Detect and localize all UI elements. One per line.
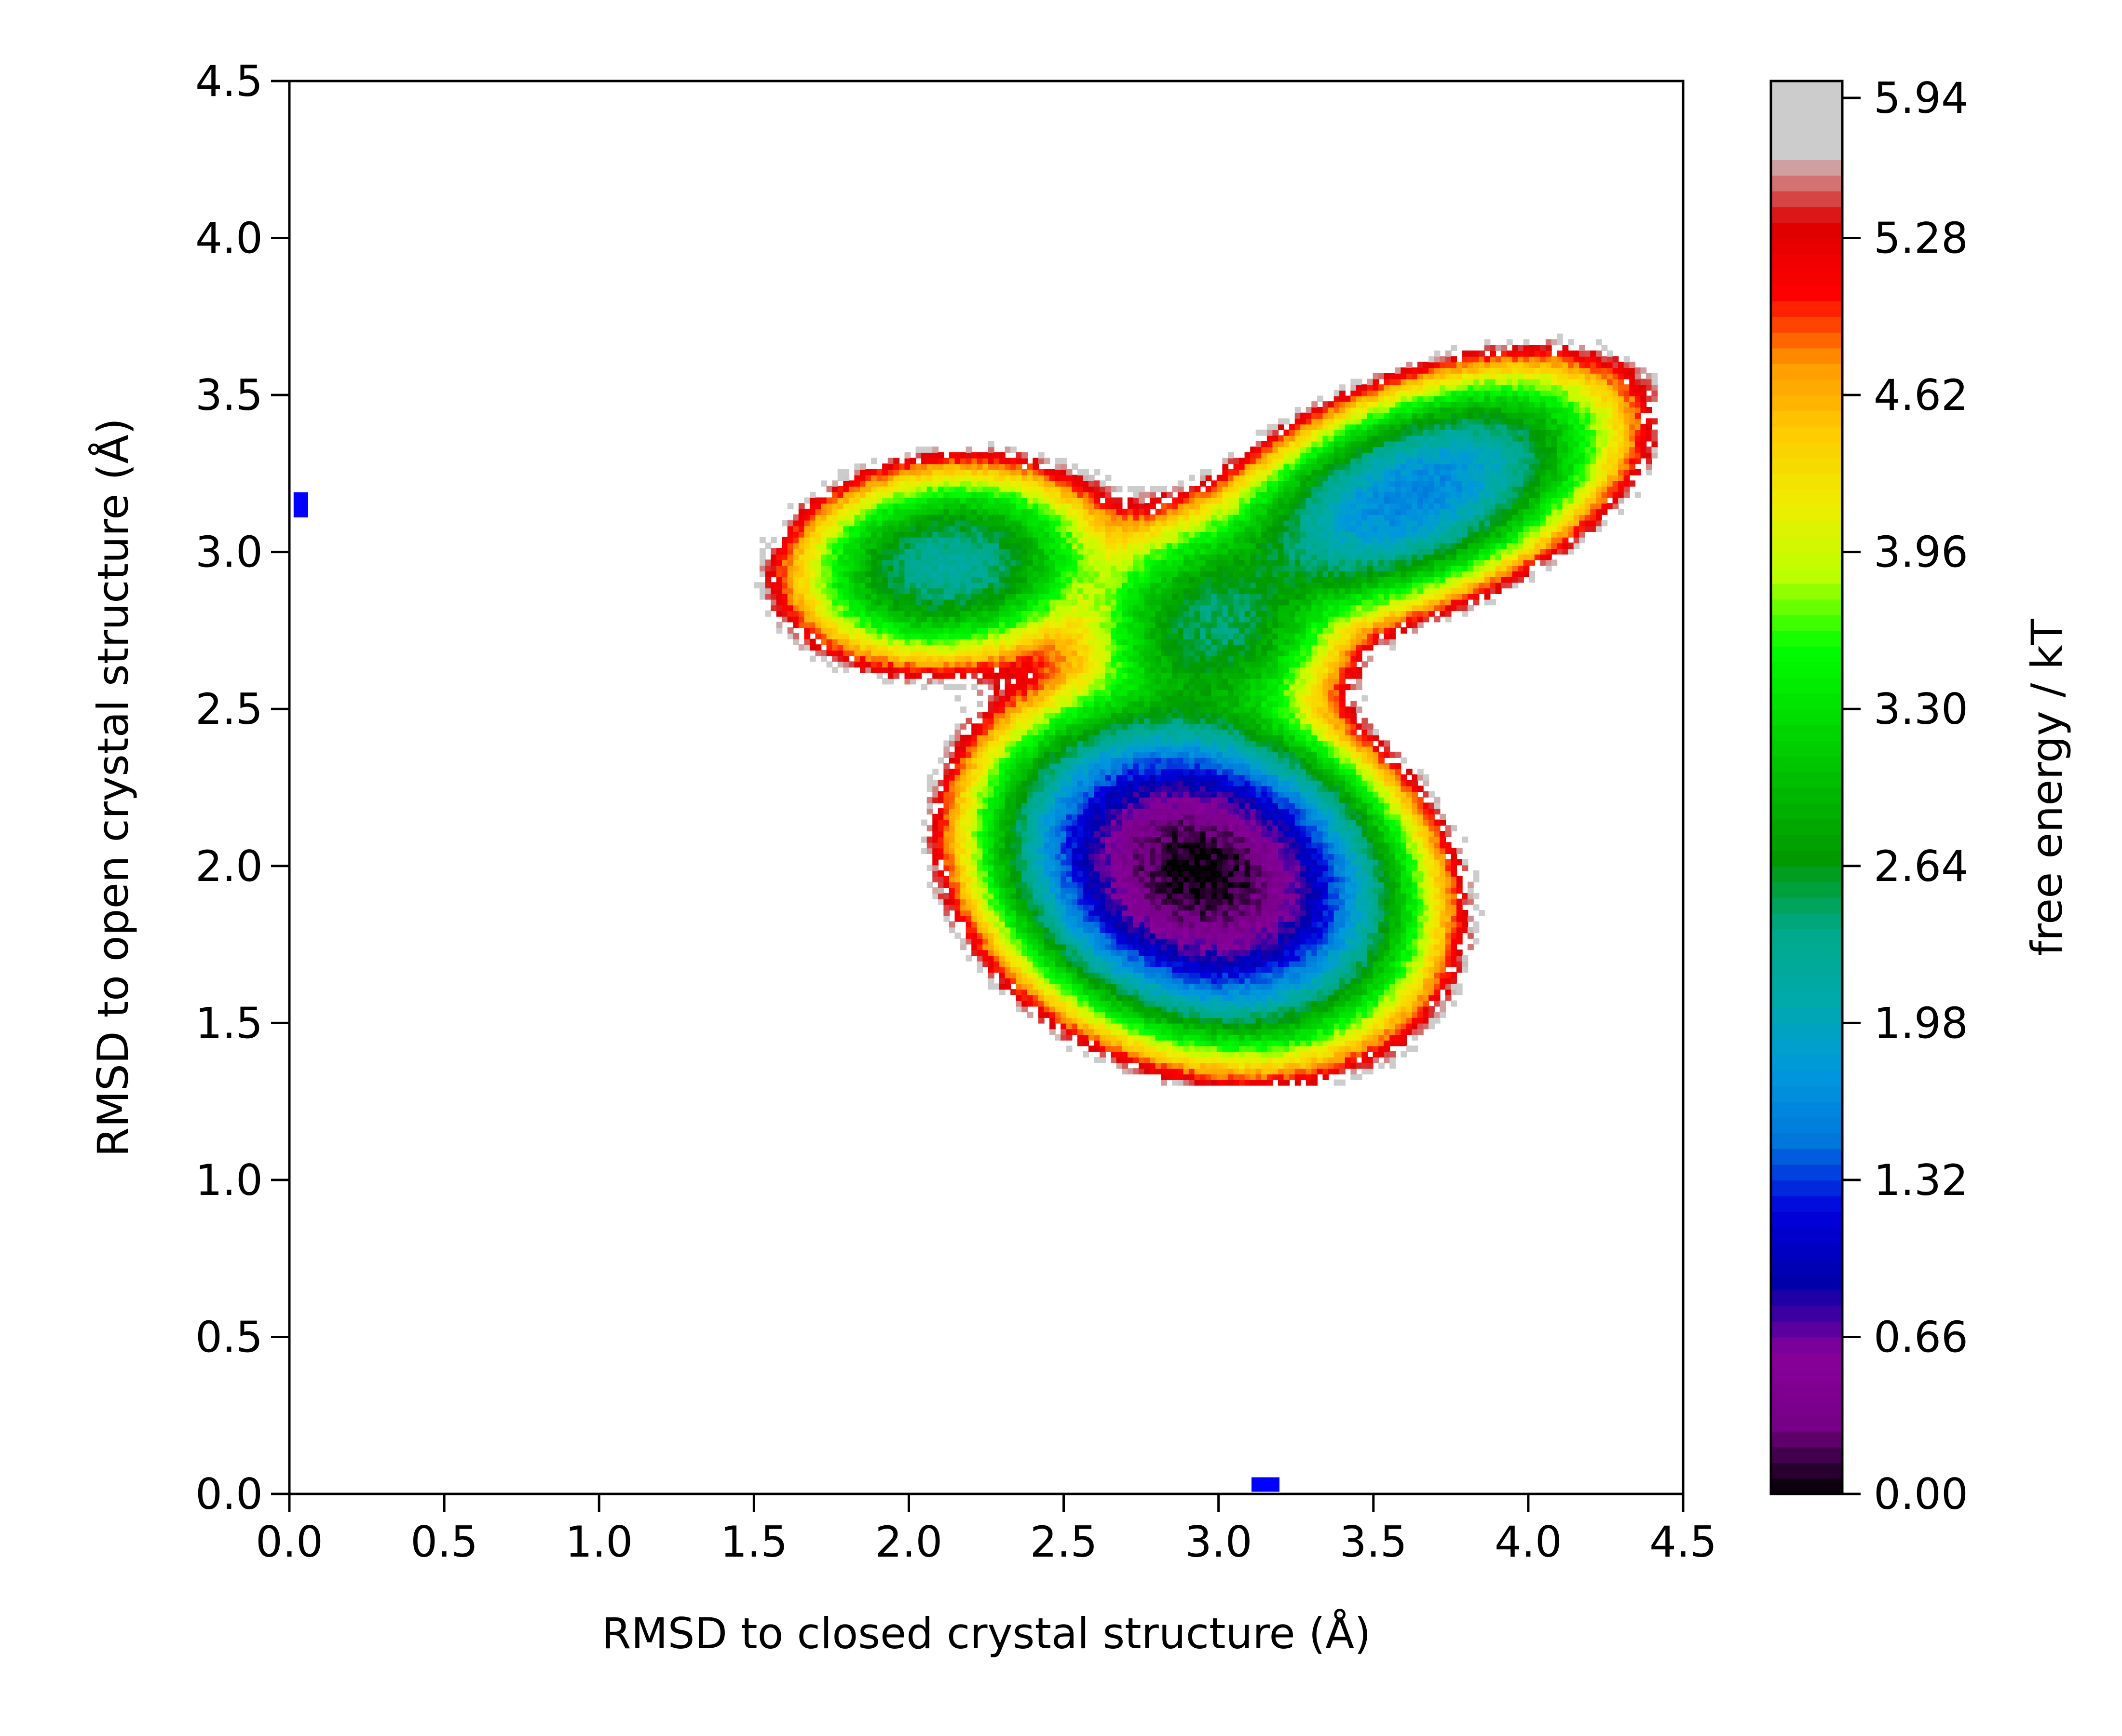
colorbar [1771, 81, 1842, 1494]
x-tick-label: 0.0 [256, 1517, 323, 1567]
heatmap-area [754, 333, 1658, 1086]
y-tick-label: 1.5 [195, 998, 263, 1048]
colorbar-tick-label: 3.96 [1874, 528, 1968, 577]
y-axis: 0.0 0.5 1.0 1.5 2.0 2.5 3.0 3.5 4.0 4.5 [195, 56, 289, 1519]
colorbar-tick-label: 0.66 [1874, 1312, 1968, 1362]
x-tick-label: 2.0 [875, 1517, 942, 1567]
x-tick-label: 1.5 [720, 1517, 788, 1567]
y-axis-label: RMSD to open crystal structure (Å) [88, 418, 138, 1157]
plot-frame [288, 80, 1685, 1495]
colorbar-ticks: 0.00 0.66 1.32 1.98 2.64 3.30 3.96 4.62 5.28 5.94 [1842, 73, 1968, 1519]
reference-marker [293, 492, 308, 517]
x-tick-label: 0.5 [410, 1517, 478, 1567]
y-tick-label: 3.5 [195, 370, 263, 420]
y-tick-label: 4.0 [195, 214, 263, 263]
colorbar-frame [1769, 80, 1844, 1495]
colorbar-tick-label: 4.62 [1874, 370, 1968, 420]
reference-markers [293, 492, 1279, 1492]
x-tick-label: 3.0 [1185, 1517, 1252, 1567]
y-tick-label: 2.5 [195, 684, 263, 734]
y-tick-label: 0.5 [195, 1312, 263, 1362]
x-axis-label: RMSD to closed crystal structure (Å) [602, 1609, 1371, 1658]
y-tick-label: 4.5 [195, 56, 263, 106]
x-tick-label: 1.0 [565, 1517, 633, 1567]
x-tick-label: 3.5 [1340, 1517, 1407, 1567]
colorbar-label: free energy / kT [2022, 619, 2072, 956]
x-axis: 0.0 0.5 1.0 1.5 2.0 2.5 3.0 3.5 4.0 4.5 [256, 1494, 1717, 1567]
colorbar-tick-label: 0.00 [1874, 1469, 1968, 1519]
x-tick-label: 2.5 [1030, 1517, 1098, 1567]
colorbar-tick-label: 2.64 [1874, 841, 1968, 891]
colorbar-tick-label: 3.30 [1874, 684, 1968, 734]
colorbar-tick-label: 5.28 [1874, 214, 1968, 263]
y-tick-label: 1.0 [195, 1155, 263, 1205]
x-tick-label: 4.5 [1649, 1517, 1717, 1567]
y-tick-label: 0.0 [195, 1469, 263, 1519]
reference-marker [1251, 1477, 1279, 1492]
colorbar-tick-label: 5.94 [1874, 73, 1968, 123]
y-tick-label: 3.0 [195, 528, 263, 577]
colorbar-tick-label: 1.32 [1874, 1155, 1968, 1205]
colorbar-tick-label: 1.98 [1874, 998, 1968, 1048]
y-tick-label: 2.0 [195, 841, 263, 891]
x-tick-label: 4.0 [1495, 1517, 1562, 1567]
